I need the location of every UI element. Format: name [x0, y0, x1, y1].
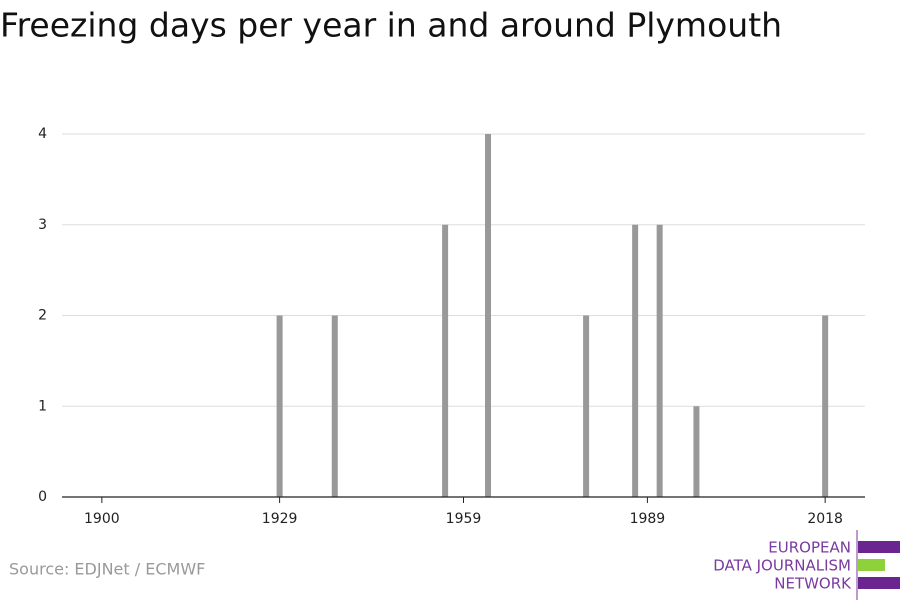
logo: EUROPEAN DATA JOURNALISM NETWORK	[713, 530, 900, 600]
x-tick-label: 1959	[446, 511, 482, 527]
x-tick-label: 2018	[807, 511, 843, 527]
x-tick-label: 1929	[262, 511, 298, 527]
y-tick-label: 1	[38, 398, 47, 414]
bar	[583, 315, 590, 497]
chart-title: Freezing days per year in and around Ply…	[0, 6, 782, 45]
logo-text: NETWORK	[774, 575, 852, 593]
y-tick-label: 4	[38, 126, 47, 142]
y-tick-label: 0	[38, 489, 47, 505]
bar	[276, 315, 283, 497]
bar	[632, 224, 639, 497]
bar	[485, 134, 492, 497]
bar	[693, 406, 700, 497]
logo-text: DATA JOURNALISM	[713, 557, 851, 575]
bar	[822, 315, 829, 497]
x-tick-label: 1900	[84, 511, 120, 527]
y-tick-label: 3	[38, 217, 47, 233]
logo-bar	[858, 577, 900, 589]
x-tick-label: 1989	[630, 511, 666, 527]
logo-bar	[858, 541, 900, 553]
y-tick-label: 2	[38, 308, 47, 324]
bar	[331, 315, 338, 497]
bar	[656, 224, 663, 497]
bar	[442, 224, 449, 497]
logo-text: EUROPEAN	[768, 539, 851, 557]
source: Source: EDJNet / ECMWF	[9, 560, 205, 579]
logo-bar	[858, 559, 885, 571]
